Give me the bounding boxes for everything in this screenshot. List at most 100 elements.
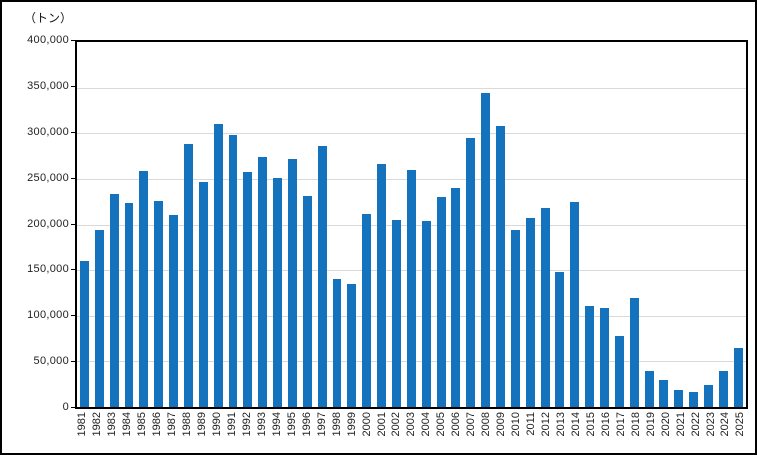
x-label-slot-2014: 2014: [568, 412, 583, 453]
bar-slot-1981: [77, 42, 92, 407]
x-tick-label-1996: 1996: [300, 412, 313, 437]
y-tick-mark: [71, 40, 75, 41]
x-label-slot-2022: 2022: [688, 412, 703, 453]
x-label-slot-1991: 1991: [225, 412, 240, 453]
x-tick-label-1988: 1988: [181, 412, 194, 437]
bar-1996: [302, 196, 312, 407]
x-label-slot-2023: 2023: [703, 412, 718, 453]
bar-2004: [421, 220, 431, 407]
x-tick-label-2010: 2010: [510, 412, 523, 437]
x-label-slot-2011: 2011: [524, 412, 539, 453]
x-tick-label-2014: 2014: [569, 412, 582, 437]
x-label-slot-2017: 2017: [613, 412, 628, 453]
bar-1986: [154, 200, 164, 407]
bar-slot-2002: [389, 42, 404, 407]
bar-slot-2003: [404, 42, 419, 407]
bar-slot-1994: [270, 42, 285, 407]
bar-2005: [436, 197, 446, 407]
y-tick-label-300000: 300,000: [27, 125, 69, 138]
bar-2011: [525, 218, 535, 407]
x-label-slot-1995: 1995: [284, 412, 299, 453]
bar-2003: [406, 169, 416, 407]
x-axis-labels: 1981 1982 1983 1984 1985 1986 1987 1988 1989 1990…: [75, 412, 748, 453]
x-label-slot-2015: 2015: [583, 412, 598, 453]
x-tick-label-2011: 2011: [525, 412, 538, 436]
x-label-slot-1998: 1998: [329, 412, 344, 453]
y-axis: 0 50,000 100,000 150,000 200,000 250,000 300,0…: [2, 2, 75, 453]
x-tick-label-1997: 1997: [315, 412, 328, 437]
bar-slot-2015: [582, 42, 597, 407]
x-label-slot-1999: 1999: [344, 412, 359, 453]
bar-2018: [629, 297, 639, 407]
y-tick-mark: [71, 223, 75, 225]
y-tick-label-0: 0: [62, 401, 69, 413]
y-tick-label-400000: 400,000: [27, 34, 69, 46]
bar-1989: [198, 181, 208, 407]
bar-2019: [644, 370, 654, 407]
bar-1998: [332, 279, 342, 407]
x-label-slot-2005: 2005: [434, 412, 449, 453]
x-label-slot-2019: 2019: [643, 412, 658, 453]
y-tick-label-250000: 250,000: [27, 171, 69, 184]
x-tick-label-1999: 1999: [345, 412, 358, 437]
x-tick-label-2007: 2007: [465, 412, 478, 437]
x-tick-label-2025: 2025: [734, 412, 747, 437]
x-label-slot-1990: 1990: [210, 412, 225, 453]
x-tick-label-2019: 2019: [644, 412, 657, 437]
y-tick-mark: [71, 85, 75, 87]
x-label-slot-1981: 1981: [75, 412, 90, 453]
x-tick-label-2013: 2013: [554, 412, 567, 437]
y-tick-label-150000: 150,000: [27, 263, 69, 276]
x-label-slot-1996: 1996: [299, 412, 314, 453]
x-tick-label-1998: 1998: [330, 412, 343, 437]
bar-2007: [466, 137, 476, 407]
x-label-slot-2012: 2012: [539, 412, 554, 453]
bar-1984: [124, 202, 134, 407]
bars-container: [77, 42, 746, 407]
x-tick-label-2023: 2023: [704, 412, 717, 437]
bar-1994: [273, 177, 283, 407]
x-label-slot-2016: 2016: [598, 412, 613, 453]
gridline-300000: [77, 133, 746, 135]
bar-slot-2014: [567, 42, 582, 407]
x-tick-label-1991: 1991: [226, 412, 238, 437]
bar-1985: [139, 170, 149, 407]
bar-2006: [451, 188, 461, 407]
x-tick-label-2001: 2001: [375, 412, 388, 437]
x-tick-label-2016: 2016: [599, 412, 612, 437]
x-label-slot-2004: 2004: [419, 412, 434, 453]
bar-slot-2020: [657, 42, 672, 407]
x-tick-label-2003: 2003: [405, 412, 418, 437]
x-label-slot-2025: 2025: [733, 412, 748, 453]
x-label-slot-2013: 2013: [554, 412, 569, 453]
bar-2014: [570, 201, 580, 407]
bar-1987: [169, 215, 179, 407]
x-label-slot-1982: 1982: [90, 412, 105, 453]
x-tick-label-1993: 1993: [255, 412, 268, 437]
bar-slot-1982: [92, 42, 107, 407]
x-tick-label-1995: 1995: [285, 412, 298, 437]
y-tick-mark: [71, 315, 75, 317]
x-tick-label-2004: 2004: [420, 412, 433, 437]
x-tick-label-1982: 1982: [91, 412, 104, 437]
gridline-350000: [77, 87, 746, 89]
bar-slot-2001: [374, 42, 389, 407]
y-tick-label-200000: 200,000: [27, 217, 69, 230]
x-label-slot-2006: 2006: [449, 412, 464, 453]
bar-1999: [347, 283, 357, 407]
x-label-slot-1993: 1993: [254, 412, 269, 453]
y-tick-mark: [71, 361, 75, 363]
bar-slot-1983: [107, 42, 122, 407]
x-tick-label-2020: 2020: [659, 412, 672, 437]
bar-1993: [258, 156, 268, 407]
bar-slot-1993: [255, 42, 270, 407]
bar-slot-1989: [196, 42, 211, 407]
bar-slot-1986: [151, 42, 166, 407]
bar-slot-2012: [538, 42, 553, 407]
x-tick-label-1994: 1994: [270, 412, 283, 437]
x-label-slot-2002: 2002: [389, 412, 404, 453]
bar-slot-2010: [508, 42, 523, 407]
x-tick-label-1986: 1986: [151, 412, 164, 437]
x-tick-label-1992: 1992: [240, 412, 253, 437]
x-label-slot-2007: 2007: [464, 412, 479, 453]
